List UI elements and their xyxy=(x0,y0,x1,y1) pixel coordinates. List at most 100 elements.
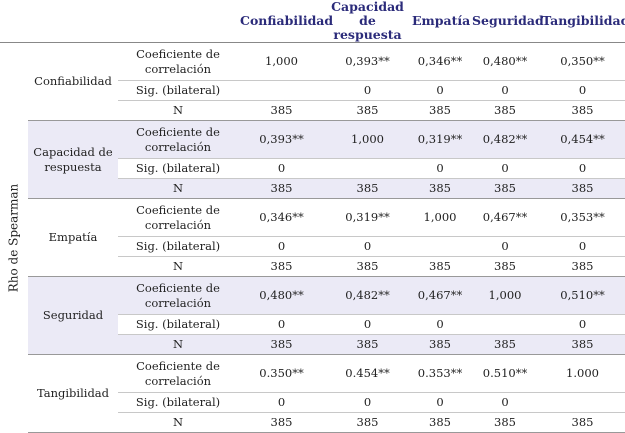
value-cell: 0 xyxy=(470,80,541,101)
value-cell: 0 xyxy=(540,236,625,257)
value-cell: 385 xyxy=(238,178,326,199)
data-row: Sig. (bilateral) 0 0 0 0 xyxy=(0,80,625,101)
value-cell: 385 xyxy=(410,256,471,277)
value-cell: 0 xyxy=(238,314,326,335)
column-header: Capacidad de respuesta xyxy=(325,0,411,43)
stat-label: N xyxy=(118,334,239,355)
data-row: Rho de Spearman Confiabilidad Coeficiente … xyxy=(0,42,625,292)
value-cell: 385 xyxy=(410,100,471,121)
data-row: N 385 385 385 385 385 xyxy=(0,178,625,199)
column-header: Tangibilidad xyxy=(540,0,625,43)
group-label: Seguridad xyxy=(28,276,118,355)
value-cell: 385 xyxy=(540,100,625,121)
value-cell: 385 xyxy=(540,178,625,199)
side-label-cell: Rho de Spearman xyxy=(0,43,28,433)
value-cell: 0 xyxy=(238,392,326,413)
group-label: Capacidad de respuesta xyxy=(28,120,118,199)
stat-label: N xyxy=(118,100,239,121)
data-row: Empatía Coeficiente de correlación 0,346**… xyxy=(0,198,625,277)
value-cell: 385 xyxy=(470,178,541,199)
value-cell: 385 xyxy=(238,100,326,121)
value-cell: 0 xyxy=(325,314,411,335)
data-row: Tangibilidad Coeficiente de correlación 0.… xyxy=(0,354,625,433)
value-cell xyxy=(325,158,411,179)
value-cell: 385 xyxy=(540,334,625,355)
value-cell: 1,000 xyxy=(470,276,541,315)
stat-label: Sig. (bilateral) xyxy=(118,236,239,257)
group-label: Confiabilidad xyxy=(28,42,118,121)
stat-label: Coeficiente de correlación xyxy=(118,276,239,315)
stat-label: Coeficiente de correlación xyxy=(118,354,239,393)
value-cell: 385 xyxy=(238,334,326,355)
value-cell: 385 xyxy=(238,412,326,433)
data-row: Sig. (bilateral) 0 0 0 0 xyxy=(0,236,625,257)
value-cell xyxy=(540,392,625,413)
value-cell: 0 xyxy=(325,392,411,413)
value-cell: 0 xyxy=(325,80,411,101)
value-cell: 0 xyxy=(410,314,471,335)
value-cell: 1,000 xyxy=(410,198,471,237)
stat-label: Coeficiente de correlación xyxy=(118,42,239,81)
value-cell: 385 xyxy=(325,256,411,277)
value-cell: 385 xyxy=(325,100,411,121)
value-cell: 385 xyxy=(410,412,471,433)
value-cell: 1,000 xyxy=(325,120,411,159)
data-row: N 385 385 385 385 385 xyxy=(0,334,625,355)
header-row: Confiabilidad Capacidad de respuesta Empat… xyxy=(0,0,625,43)
data-row: Sig. (bilateral) 0 0 0 0 xyxy=(0,314,625,335)
value-cell: 0 xyxy=(540,314,625,335)
value-cell: 0 xyxy=(540,80,625,101)
group-label: Empatía xyxy=(28,198,118,277)
value-cell: 385 xyxy=(410,334,471,355)
value-cell xyxy=(470,314,541,335)
value-cell: 0,467** xyxy=(470,198,541,237)
value-cell: 385 xyxy=(470,256,541,277)
value-cell: 0,480** xyxy=(470,42,541,81)
value-cell: 0,467** xyxy=(410,276,471,315)
stat-label: N xyxy=(118,256,239,277)
data-row: Sig. (bilateral) 0 0 0 0 xyxy=(0,392,625,413)
blank-cell xyxy=(0,0,239,43)
value-cell: 0.353** xyxy=(410,354,471,393)
value-cell: 0.454** xyxy=(325,354,411,393)
value-cell: 0,319** xyxy=(325,198,411,237)
value-cell: 0,393** xyxy=(238,120,326,159)
group-label: Tangibilidad xyxy=(28,354,118,433)
value-cell: 0 xyxy=(238,158,326,179)
value-cell: 0 xyxy=(410,158,471,179)
value-cell: 0,510** xyxy=(540,276,625,315)
value-cell: 0,319** xyxy=(410,120,471,159)
value-cell: 0 xyxy=(470,236,541,257)
value-cell: 0.510** xyxy=(470,354,541,393)
value-cell: 0 xyxy=(410,392,471,413)
data-row: N 385 385 385 385 385 xyxy=(0,256,625,277)
value-cell: 0,482** xyxy=(325,276,411,315)
column-header: Empatía xyxy=(410,0,470,43)
value-cell: 0,480** xyxy=(238,276,326,315)
value-cell: 0 xyxy=(470,158,541,179)
value-cell: 0,346** xyxy=(410,42,471,81)
value-cell: 385 xyxy=(325,334,411,355)
value-cell xyxy=(410,236,471,257)
data-row: Sig. (bilateral) 0 0 0 0 xyxy=(0,158,625,179)
value-cell: 385 xyxy=(470,334,541,355)
stat-label: N xyxy=(118,412,239,433)
value-cell: 1.000 xyxy=(540,354,625,393)
stat-label: Sig. (bilateral) xyxy=(118,158,239,179)
value-cell: 0,393** xyxy=(325,42,411,81)
value-cell: 0,454** xyxy=(540,120,625,159)
stat-label: N xyxy=(118,178,239,199)
data-row: Capacidad de respuesta Coeficiente de cor… xyxy=(0,120,625,199)
stat-label: Sig. (bilateral) xyxy=(118,314,239,335)
data-row: N 385 385 385 385 385 xyxy=(0,100,625,121)
value-cell: 385 xyxy=(470,100,541,121)
value-cell: 0 xyxy=(540,158,625,179)
side-label: Rho de Spearman xyxy=(6,183,21,293)
value-cell: 0,353** xyxy=(540,198,625,237)
value-cell: 385 xyxy=(540,256,625,277)
data-row: Seguridad Coeficiente de correlación 0,480… xyxy=(0,276,625,355)
value-cell: 0,482** xyxy=(470,120,541,159)
value-cell: 0 xyxy=(470,392,541,413)
value-cell: 0 xyxy=(410,80,471,101)
